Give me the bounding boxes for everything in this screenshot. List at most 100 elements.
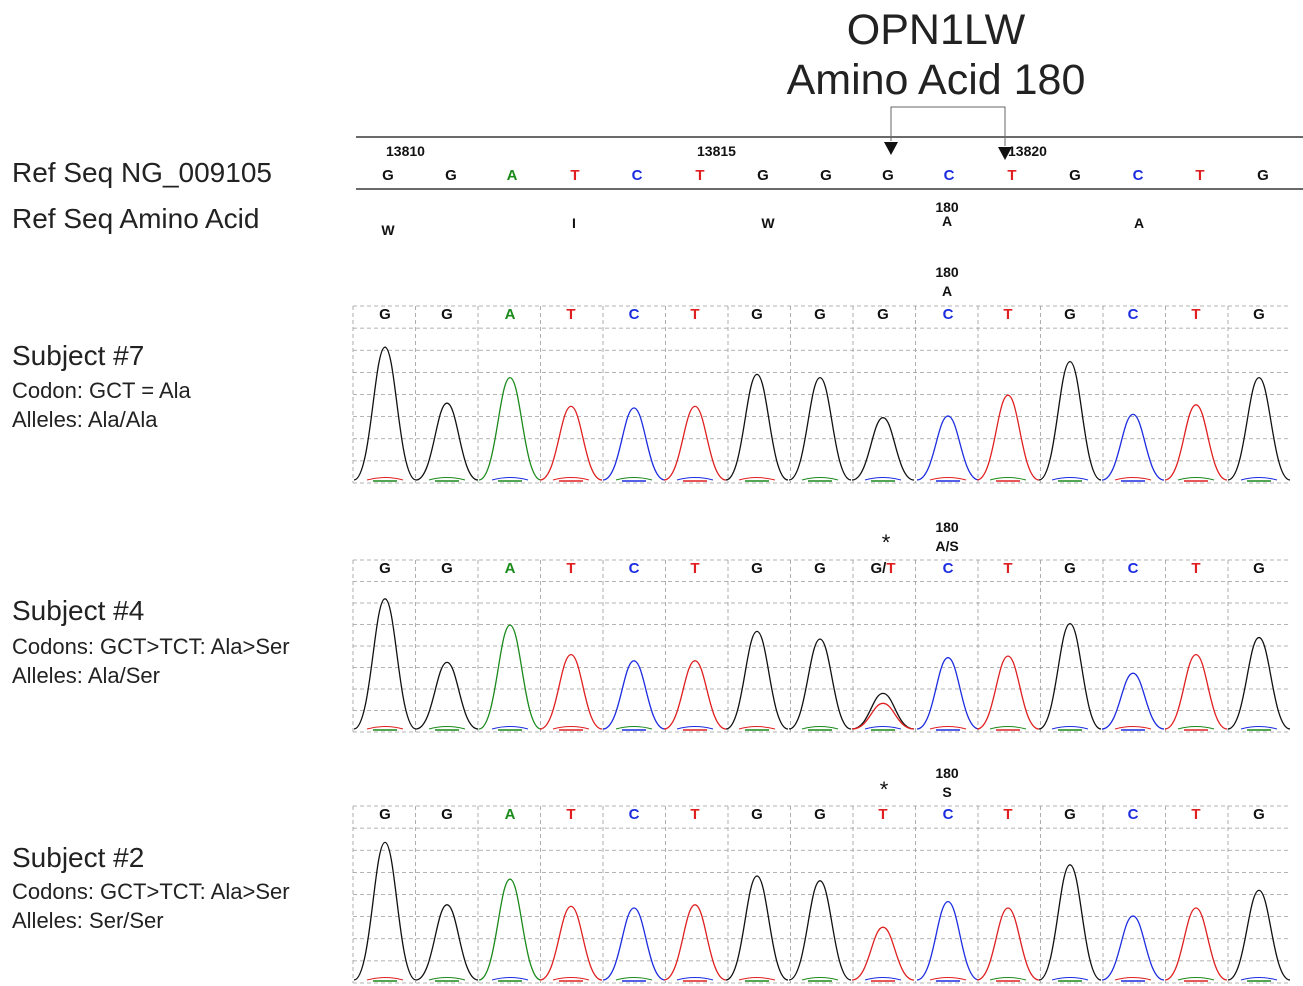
base-call: T — [1191, 306, 1200, 323]
trace-noise — [864, 726, 902, 730]
base-call: G — [814, 306, 826, 323]
base-call: G — [441, 806, 453, 823]
trace-peak — [1164, 653, 1228, 730]
trace-peak — [851, 926, 915, 981]
base-call: G — [1064, 560, 1076, 577]
trace-noise — [989, 726, 1027, 730]
trace-noise — [552, 977, 590, 981]
trace-peak — [725, 630, 789, 730]
base-call: C — [943, 806, 954, 823]
trace-peak — [539, 653, 603, 730]
base-call: C — [629, 806, 640, 823]
trace-noise — [552, 726, 590, 730]
trace-peak — [663, 904, 727, 981]
base-call: A — [505, 306, 516, 323]
trace-peak — [602, 660, 666, 730]
trace-peak — [1227, 636, 1291, 730]
gene-title: OPN1LW — [846, 6, 1026, 54]
trace-noise — [1051, 977, 1089, 981]
ref-base: G — [1069, 167, 1081, 184]
base-call: T — [878, 806, 887, 823]
trace-noise — [491, 977, 529, 981]
base-call: C — [1128, 306, 1139, 323]
position-13815: 13815 — [697, 143, 736, 159]
base-call: G — [441, 560, 453, 577]
chromatogram-panel: G G A T C T G G G/T C T G C T G — [352, 559, 1291, 733]
trace-peak — [1227, 889, 1291, 981]
base-call: T — [690, 306, 699, 323]
trace-peak — [478, 624, 542, 730]
base-call: G — [751, 806, 763, 823]
codon-bracket — [890, 106, 1006, 146]
trace-peak — [788, 880, 852, 981]
trace-peak — [1101, 413, 1165, 481]
trace-noise — [801, 977, 839, 981]
trace-noise — [1051, 726, 1089, 730]
trace-noise — [989, 477, 1027, 481]
trace-noise — [676, 477, 714, 481]
subject7-name: Subject #7 — [12, 340, 145, 371]
trace-peak — [725, 875, 789, 981]
ref-base: G — [382, 167, 394, 184]
base-call: A — [505, 560, 516, 577]
ref-seq-label: Ref Seq NG_009105 — [12, 157, 272, 188]
codon-arrow-right — [998, 147, 1012, 160]
base-call: G — [1064, 306, 1076, 323]
trace-noise — [801, 726, 839, 730]
trace-noise — [1240, 477, 1278, 481]
trace-noise — [1114, 726, 1152, 730]
trace-noise — [1114, 977, 1152, 981]
base-call: G — [379, 806, 391, 823]
ref-base: G — [445, 167, 457, 184]
trace-noise — [1051, 477, 1089, 481]
subject7-codon: Codon: GCT = Ala — [12, 378, 191, 403]
ref-base: G — [1257, 167, 1269, 184]
subject7-codon-number: 180 — [935, 264, 959, 280]
trace-noise — [989, 977, 1027, 981]
subject7-aa: A — [941, 283, 953, 299]
trace-peak — [851, 416, 915, 481]
trace-noise — [929, 477, 967, 481]
trace-peak — [602, 907, 666, 981]
trace-noise — [738, 977, 776, 981]
base-call: G — [751, 306, 763, 323]
trace-noise — [1177, 477, 1215, 481]
trace-peak — [415, 904, 479, 981]
trace-noise — [1240, 977, 1278, 981]
trace-peak — [353, 598, 417, 730]
base-call: C — [1128, 560, 1139, 577]
base-call: G/T — [870, 560, 895, 577]
base-call: T — [1003, 806, 1012, 823]
trace-noise — [491, 477, 529, 481]
trace-noise — [929, 726, 967, 730]
base-call: G — [814, 560, 826, 577]
base-call: G — [1253, 560, 1265, 577]
amino-acid-title: Amino Acid 180 — [786, 56, 1086, 104]
trace-peak — [1101, 672, 1165, 730]
subject4-alleles: Alleles: Ala/Ser — [12, 663, 160, 688]
base-call: G — [1253, 806, 1265, 823]
base-call: G — [1253, 306, 1265, 323]
trace-noise — [366, 726, 404, 730]
base-call: G — [379, 560, 391, 577]
trace-noise — [864, 977, 902, 981]
ref-aa-w2: W — [761, 215, 775, 231]
base-call: T — [566, 306, 575, 323]
ref-base: C — [632, 167, 643, 184]
trace-peak — [851, 692, 915, 730]
position-13810: 13810 — [386, 143, 425, 159]
trace-noise — [491, 726, 529, 730]
trace-peak — [851, 702, 915, 730]
trace-peak — [602, 407, 666, 481]
trace-noise — [864, 477, 902, 481]
base-call: T — [690, 806, 699, 823]
trace-peak — [1164, 404, 1228, 481]
trace-peak — [976, 394, 1040, 481]
trace-noise — [738, 726, 776, 730]
base-call: T — [1191, 560, 1200, 577]
base-call: G — [441, 306, 453, 323]
base-call: G — [814, 806, 826, 823]
ref-base: C — [944, 167, 955, 184]
